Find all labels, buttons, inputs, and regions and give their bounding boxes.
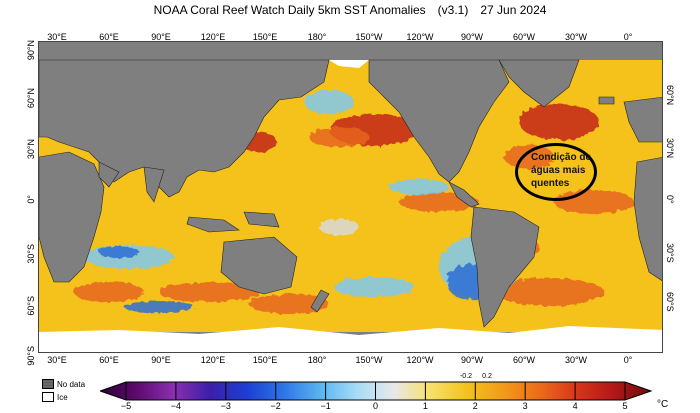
- lat-label: 90°N: [26, 40, 36, 61]
- annotation-ellipse: [515, 143, 597, 201]
- arctic-ice: [329, 60, 369, 68]
- eurasia: [39, 59, 330, 198]
- africa: [39, 151, 105, 283]
- lat-label: 60°S: [665, 292, 675, 312]
- colorbar-tick-label: 1: [422, 401, 428, 411]
- lon-label: 60°W: [512, 32, 536, 42]
- lon-label: 150°E: [252, 355, 278, 365]
- colorbar-tick-label: −1: [320, 401, 331, 411]
- legend-ice: Ice: [42, 392, 68, 402]
- lon-label: 90°E: [151, 355, 171, 365]
- title-date: 27 Jun 2024: [480, 3, 547, 17]
- lon-label: 30°E: [47, 355, 67, 365]
- lat-label: 30°S: [665, 243, 675, 263]
- lon-label: 30°E: [47, 32, 67, 42]
- lat-label: 60°N: [665, 85, 675, 106]
- colorbar-tick-label: 0: [372, 401, 379, 411]
- southern-ocean-cold-patch: [124, 301, 194, 313]
- lon-label: 90°W: [460, 32, 484, 42]
- colorbar-ticks: [125, 382, 626, 400]
- annotation-text: Condição de águas mais quentes: [531, 152, 592, 189]
- lon-label: 60°E: [99, 355, 119, 365]
- lon-label: 120°E: [200, 355, 226, 365]
- colorbar-tick-label: 4: [572, 401, 578, 411]
- lat-label: 30°N: [665, 138, 675, 159]
- africa-west: [633, 157, 662, 282]
- north-pacific-warm-patch: [309, 127, 369, 147]
- map-title: NOAA Coral Reef Watch Daily 5km SST Anom…: [0, 3, 700, 17]
- lat-label: 0°: [665, 195, 675, 204]
- lon-label: 150°W: [355, 355, 383, 365]
- tasman-warm-patch: [249, 294, 329, 314]
- lon-label: 0°: [623, 32, 633, 42]
- south-america: [470, 206, 540, 328]
- south-atlantic-warm-patch: [494, 278, 604, 306]
- central-south-pacific-cool-patch: [334, 277, 414, 297]
- lon-label: 120°E: [200, 32, 226, 42]
- lon-label: 180°: [307, 32, 327, 42]
- lon-label: 180°: [307, 355, 327, 365]
- indian-ocean-cold-patch: [99, 246, 139, 258]
- arctic-nodata: [39, 42, 662, 60]
- australia: [220, 236, 298, 295]
- antarctic-ice: [39, 326, 662, 352]
- iceland: [598, 96, 615, 105]
- lat-label: 0°: [26, 195, 36, 204]
- colorbar-tick-label: −5: [120, 401, 132, 411]
- lon-label: 150°W: [355, 32, 383, 42]
- sw-indian-warm-patch: [74, 282, 144, 302]
- lon-label: 60°W: [512, 355, 536, 365]
- colorbar-tick-label: 3: [522, 401, 528, 411]
- no-data-swatch: [42, 379, 54, 389]
- no-data-label: No data: [57, 379, 86, 389]
- south-indian-warm-patch: [159, 282, 259, 302]
- lat-label: 30°S: [26, 244, 36, 264]
- lon-label: 150°E: [252, 32, 278, 42]
- lon-label: 90°E: [151, 32, 171, 42]
- lon-label: 0°: [623, 355, 633, 365]
- colorbar-tick-label: −3: [220, 401, 231, 411]
- neutral-patch: [319, 219, 359, 235]
- greenland: [498, 59, 580, 108]
- lon-label: 30°W: [564, 32, 588, 42]
- sst-anomaly-map: [38, 41, 663, 353]
- india: [143, 166, 165, 203]
- arabia: [98, 161, 120, 188]
- indonesia: [186, 216, 240, 233]
- colorbar: [100, 381, 653, 401]
- north-pacific-cool-patch: [304, 90, 354, 114]
- map-canvas: [39, 42, 662, 352]
- colorbar-unit: °C: [657, 399, 669, 410]
- lat-label: 90°S: [26, 346, 36, 366]
- title-version: (v3.1): [437, 3, 469, 17]
- colorbar-tick-label: −4: [170, 401, 182, 411]
- lon-label: 30°W: [564, 355, 588, 365]
- legend-no-data: No data: [42, 379, 85, 389]
- ice-swatch: [42, 392, 54, 402]
- lat-label: 30°N: [26, 139, 36, 160]
- new-guinea: [243, 211, 280, 228]
- lon-label: 60°E: [99, 32, 119, 42]
- lon-label: 90°W: [460, 355, 484, 365]
- lat-label: 60°N: [26, 88, 36, 109]
- new-zealand: [310, 289, 330, 313]
- colorbar-tick-label: 5: [622, 401, 628, 411]
- europe-west: [623, 96, 662, 143]
- lon-label: 120°W: [406, 32, 434, 42]
- equatorial-pacific-cool-patch: [389, 179, 449, 195]
- ice-label: Ice: [57, 392, 68, 402]
- title-text: NOAA Coral Reef Watch Daily 5km SST Anom…: [153, 3, 426, 17]
- north-atlantic-hot-patch: [519, 104, 599, 140]
- colorbar-minus-small: -0.2: [459, 373, 473, 380]
- lon-label: 120°W: [406, 355, 434, 365]
- colorbar-plus-small: 0.2: [482, 373, 492, 380]
- colorbar-tick-label: −2: [270, 401, 281, 411]
- colorbar-tick-label: 2: [472, 401, 478, 411]
- central-america: [448, 181, 480, 208]
- landmasses: [39, 59, 662, 328]
- lat-label: 60°S: [26, 296, 36, 316]
